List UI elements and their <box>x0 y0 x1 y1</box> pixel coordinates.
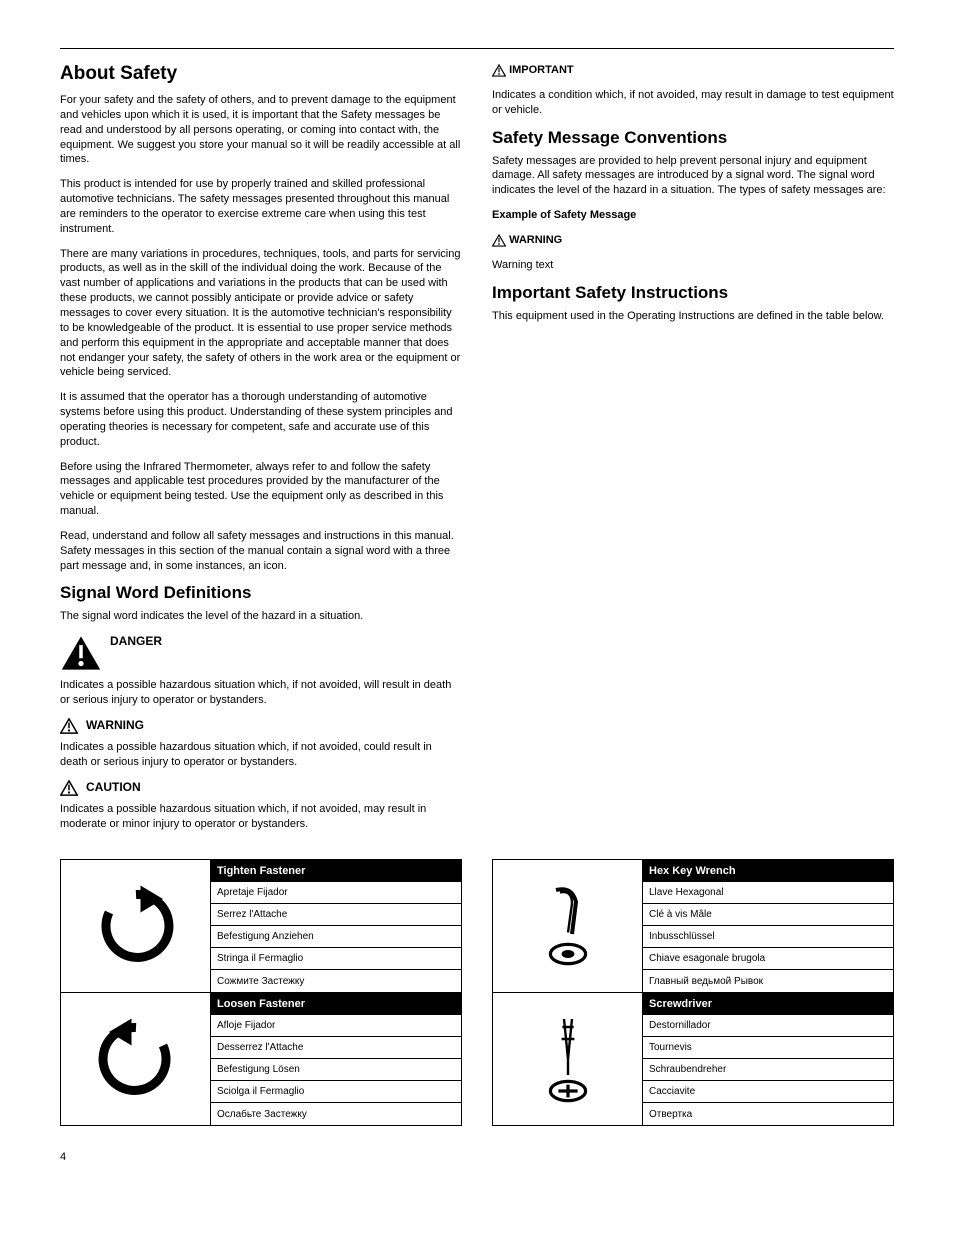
warning-label: WARNING <box>86 718 144 732</box>
about-safety-heading: About Safety <box>60 63 462 85</box>
table-row: Главный ведьмой Рывок <box>643 970 893 992</box>
symbol-block-loosen: Loosen Fastener Afloje Fijador Desserrez… <box>60 993 462 1126</box>
table-row: Desserrez l'Attache <box>211 1037 461 1059</box>
table-row: Hex Key Wrench <box>643 860 893 882</box>
msg-conventions-p1: Safety messages are provided to help pre… <box>492 154 894 199</box>
important-icon <box>492 64 506 77</box>
caution-text: Indicates a possible hazardous situation… <box>60 802 462 832</box>
table-row: Apretaje Fijador <box>211 882 461 904</box>
msg-conventions-heading: Safety Message Conventions <box>492 128 894 148</box>
table-row: Tournevis <box>643 1037 893 1059</box>
example-warning-body: Warning text <box>492 258 894 273</box>
danger-text: Indicates a possible hazardous situation… <box>60 678 462 708</box>
table-row: Chiave esagonale brugola <box>643 948 893 970</box>
symbol-block-screwdriver: Screwdriver Destornillador Tournevis Sch… <box>492 993 894 1126</box>
example-warning-row: WARNING <box>492 233 894 248</box>
table-row: Destornillador <box>643 1015 893 1037</box>
intro-p1: For your safety and the safety of others… <box>60 93 462 167</box>
intro-p2: This product is intended for use by prop… <box>60 177 462 236</box>
table-row: Serrez l'Attache <box>211 904 461 926</box>
table-row: Loosen Fastener <box>211 993 461 1015</box>
important-instructions-lead: This equipment used in the Operating Ins… <box>492 309 894 324</box>
important-label: IMPORTANT <box>509 64 574 76</box>
table-row: Sciolga il Fermaglio <box>211 1081 461 1103</box>
table-row: Ослабьте Застежку <box>211 1103 461 1125</box>
caution-icon <box>60 780 78 796</box>
example-warning-label: WARNING <box>509 234 562 246</box>
table-row: Befestigung Anziehen <box>211 926 461 948</box>
table-row: Befestigung Lösen <box>211 1059 461 1081</box>
signal-intro: The signal word indicates the level of t… <box>60 609 462 624</box>
table-row: Screwdriver <box>643 993 893 1015</box>
symbol-block-hexkey: Hex Key Wrench Llave Hexagonal Clé à vis… <box>492 859 894 993</box>
danger-label: DANGER <box>110 634 162 648</box>
intro-p6: Read, understand and follow all safety m… <box>60 529 462 574</box>
table-row: Отвертка <box>643 1103 893 1125</box>
symbol-block-tighten: Tighten Fastener Apretaje Fijador Serrez… <box>60 859 462 993</box>
intro-p3: There are many variations in procedures,… <box>60 247 462 381</box>
table-row: Stringa il Fermaglio <box>211 948 461 970</box>
important-instructions-heading: Important Safety Instructions <box>492 283 894 303</box>
table-row: Tighten Fastener <box>211 860 461 882</box>
table-row: Llave Hexagonal <box>643 882 893 904</box>
table-row: Сожмите Застежку <box>211 970 461 992</box>
loosen-icon <box>61 993 211 1125</box>
intro-p5: Before using the Infrared Thermometer, a… <box>60 460 462 519</box>
table-row: Schraubendreher <box>643 1059 893 1081</box>
important-text: Indicates a condition which, if not avoi… <box>492 88 894 118</box>
page-number: 4 <box>60 1150 894 1165</box>
table-row: Cacciavite <box>643 1081 893 1103</box>
caution-label: CAUTION <box>86 780 141 794</box>
table-row: Inbusschlüssel <box>643 926 893 948</box>
example-heading: Example of Safety Message <box>492 208 894 223</box>
tighten-icon <box>61 860 211 992</box>
screwdriver-icon <box>493 993 643 1125</box>
intro-p4: It is assumed that the operator has a th… <box>60 390 462 449</box>
table-row: Afloje Fijador <box>211 1015 461 1037</box>
hexkey-icon <box>493 860 643 992</box>
example-warning-icon <box>492 234 506 247</box>
warning-text: Indicates a possible hazardous situation… <box>60 740 462 770</box>
signal-word-heading: Signal Word Definitions <box>60 583 462 603</box>
important-block: IMPORTANT <box>492 63 894 78</box>
warning-icon <box>60 718 78 734</box>
table-row: Clé à vis Mâle <box>643 904 893 926</box>
danger-icon <box>60 634 102 672</box>
